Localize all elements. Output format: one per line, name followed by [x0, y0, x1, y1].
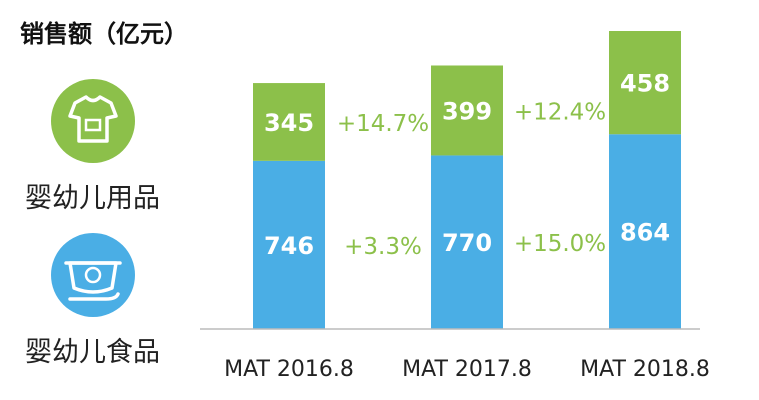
- baby-clothes-icon: [51, 79, 135, 163]
- x-tick-label: MAT 2018.8: [580, 357, 710, 382]
- bar-value-label: 746: [264, 232, 314, 260]
- growth-label-products: +14.7%: [337, 111, 429, 137]
- bar-products-1: [431, 65, 503, 156]
- x-tick-label: MAT 2016.8: [224, 357, 354, 382]
- growth-label-food: +3.3%: [344, 234, 422, 260]
- bar-value-label: 864: [620, 219, 670, 247]
- bar-value-label: 345: [264, 109, 314, 137]
- bar-value-label: 458: [620, 70, 670, 98]
- bar-value-label: 770: [442, 229, 492, 257]
- legend-label-baby-products: 婴幼儿用品: [25, 183, 160, 214]
- bar-food-2: [609, 134, 681, 329]
- chart-title: 销售额（亿元）: [20, 20, 188, 48]
- bar-food-0: [253, 160, 325, 329]
- bar-value-label: 399: [442, 97, 492, 125]
- bar-food-1: [431, 155, 503, 329]
- growth-label-products: +12.4%: [514, 99, 606, 125]
- growth-label-food: +15.0%: [514, 231, 606, 257]
- baby-food-bowl-icon: [51, 233, 135, 317]
- x-tick-label: MAT 2017.8: [402, 357, 532, 382]
- legend-label-baby-food: 婴幼儿食品: [25, 337, 160, 368]
- bar-products-0: [253, 83, 325, 161]
- bar-products-2: [609, 31, 681, 135]
